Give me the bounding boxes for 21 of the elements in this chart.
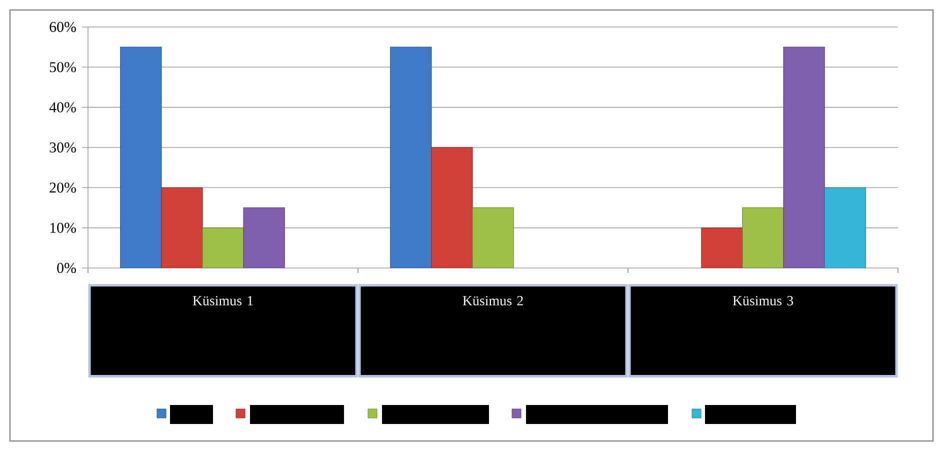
- y-tick-label: 30%: [50, 142, 76, 153]
- x-tick-label: Küsimus 2: [462, 296, 523, 306]
- y-tick-label: 10%: [50, 222, 76, 233]
- y-tick-label: 0%: [57, 262, 76, 274]
- y-tick-label: 50%: [50, 62, 76, 72]
- bar: [472, 207, 514, 268]
- y-tick-label: 20%: [50, 182, 76, 193]
- x-tick-label: Küsimus 1: [192, 296, 253, 306]
- bar: [202, 228, 244, 268]
- bar: [824, 187, 866, 268]
- y-tick-label: 60%: [50, 22, 76, 32]
- bar: [390, 46, 432, 268]
- bar: [742, 207, 784, 268]
- bar: [783, 46, 825, 268]
- bar: [431, 147, 473, 268]
- bar: [701, 228, 743, 268]
- x-tick-label: Küsimus 3: [732, 296, 794, 306]
- bar: [243, 207, 285, 268]
- y-tick-label: 40%: [49, 102, 76, 112]
- bar: [161, 187, 203, 268]
- bar: [120, 46, 162, 268]
